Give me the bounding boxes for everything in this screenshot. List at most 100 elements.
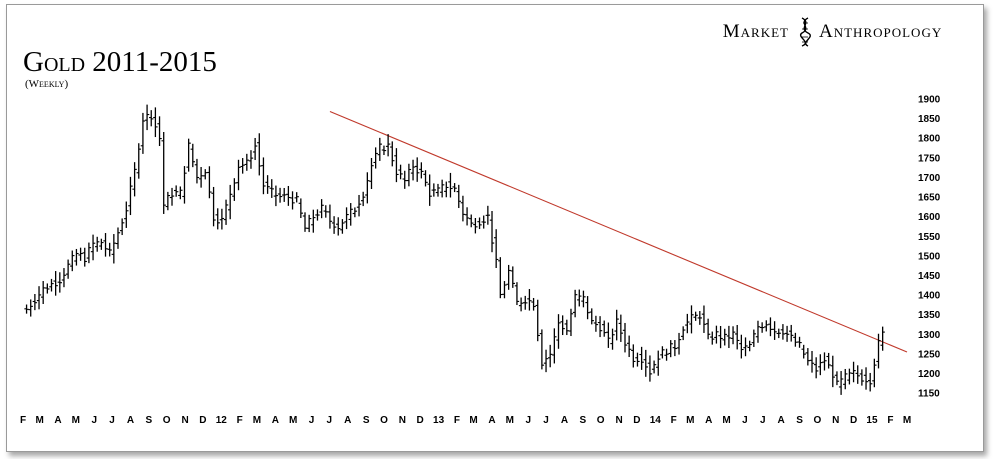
y-tick-label: 1650 bbox=[918, 193, 941, 204]
price-bar bbox=[149, 110, 154, 127]
price-bar bbox=[273, 185, 279, 207]
price-bar bbox=[676, 332, 682, 355]
price-bar bbox=[78, 247, 83, 261]
price-bar bbox=[626, 335, 632, 358]
price-bar bbox=[352, 207, 358, 218]
price-bar bbox=[402, 170, 407, 189]
price-bar bbox=[822, 352, 827, 371]
x-tick-label: S bbox=[363, 415, 370, 426]
price-bar bbox=[24, 304, 29, 314]
x-tick-label: N bbox=[181, 415, 188, 426]
price-bar bbox=[377, 137, 383, 161]
x-tick-label: O bbox=[380, 415, 388, 426]
price-bar bbox=[618, 314, 624, 342]
price-bar bbox=[710, 331, 715, 345]
price-bar bbox=[660, 346, 665, 359]
dna-helix-icon bbox=[799, 17, 811, 47]
price-bar bbox=[244, 153, 250, 171]
price-bar bbox=[169, 187, 175, 206]
x-tick-label: 13 bbox=[433, 415, 445, 426]
price-bar bbox=[514, 282, 520, 306]
price-bar bbox=[843, 368, 848, 390]
price-bar bbox=[776, 328, 781, 339]
price-bar bbox=[560, 315, 565, 336]
y-tick-label: 1250 bbox=[918, 349, 941, 360]
price-bar bbox=[336, 217, 341, 236]
price-bar bbox=[593, 315, 599, 332]
price-bar bbox=[452, 183, 457, 193]
price-bar bbox=[115, 227, 121, 249]
price-bar bbox=[348, 203, 353, 226]
price-bar bbox=[743, 337, 748, 357]
price-bar bbox=[190, 143, 195, 168]
price-bar bbox=[668, 340, 673, 358]
y-tick-label: 1500 bbox=[918, 251, 941, 262]
x-tick-label: O bbox=[813, 415, 821, 426]
price-bar bbox=[194, 158, 200, 184]
x-tick-label: A bbox=[54, 415, 61, 426]
price-bar bbox=[813, 357, 819, 379]
price-bar bbox=[751, 329, 757, 347]
price-bar bbox=[793, 332, 798, 347]
price-bar bbox=[493, 229, 499, 269]
x-tick-label: O bbox=[163, 415, 171, 426]
y-tick-label: 1150 bbox=[918, 389, 940, 400]
price-bar bbox=[693, 311, 698, 321]
x-tick-label: S bbox=[796, 415, 803, 426]
price-bar bbox=[730, 326, 736, 345]
y-tick-label: 1350 bbox=[918, 310, 941, 321]
price-bar bbox=[531, 297, 536, 311]
y-tick-label: 1700 bbox=[918, 173, 941, 184]
price-bar bbox=[527, 289, 532, 311]
price-bar bbox=[344, 207, 349, 230]
price-bar bbox=[556, 314, 561, 349]
price-bar bbox=[597, 316, 603, 338]
price-bar bbox=[107, 242, 112, 257]
price-bar bbox=[277, 187, 283, 203]
price-bar bbox=[801, 344, 806, 359]
price-bar bbox=[236, 159, 241, 191]
gold-weekly-chart: Gold 2011-2015 (Weekly) Market Anthropol… bbox=[20, 17, 941, 426]
x-tick-label: J bbox=[109, 415, 115, 426]
price-bar bbox=[880, 326, 885, 351]
price-bar bbox=[219, 208, 225, 230]
price-bar bbox=[643, 349, 648, 377]
price-bar bbox=[90, 234, 96, 261]
price-bar bbox=[552, 328, 557, 364]
price-bar bbox=[427, 174, 432, 206]
price-bar bbox=[797, 336, 802, 348]
price-bar bbox=[735, 324, 740, 350]
price-bar bbox=[45, 283, 50, 294]
x-tick-label: F bbox=[237, 415, 243, 426]
x-tick-label: J bbox=[327, 415, 333, 426]
price-bar bbox=[834, 371, 840, 386]
price-bar bbox=[161, 131, 166, 214]
price-bar bbox=[805, 348, 811, 366]
price-bar bbox=[153, 107, 158, 138]
price-bar bbox=[863, 367, 869, 390]
price-bar bbox=[818, 354, 823, 376]
price-bar bbox=[581, 290, 586, 308]
y-axis: 1150 1200 1250 1300 1350 1400 1450 1500 1550 1600… bbox=[918, 94, 941, 399]
x-tick-label: 15 bbox=[866, 415, 878, 426]
price-bar bbox=[772, 321, 777, 340]
price-bar bbox=[830, 355, 835, 388]
price-bar bbox=[282, 187, 287, 202]
x-axis: F M A M J J A S O N D 12 F M A M J J A S O N D 13 F M A M J J A S O N D 14 F… bbox=[20, 415, 911, 426]
price-bar bbox=[132, 162, 137, 197]
x-tick-label: A bbox=[488, 415, 495, 426]
price-bar bbox=[518, 297, 524, 312]
y-tick-label: 1900 bbox=[918, 94, 941, 105]
x-tick-label: M bbox=[686, 415, 694, 426]
price-bar bbox=[419, 162, 424, 179]
x-tick-label: M bbox=[289, 415, 297, 426]
price-bar bbox=[855, 365, 860, 384]
x-tick-label: M bbox=[506, 415, 514, 426]
price-bar bbox=[70, 250, 75, 272]
price-bar bbox=[847, 368, 852, 385]
price-bar bbox=[589, 308, 594, 325]
price-bar bbox=[261, 157, 266, 195]
x-tick-label: F bbox=[671, 415, 677, 426]
price-bar bbox=[248, 150, 254, 169]
price-bar bbox=[74, 248, 79, 266]
